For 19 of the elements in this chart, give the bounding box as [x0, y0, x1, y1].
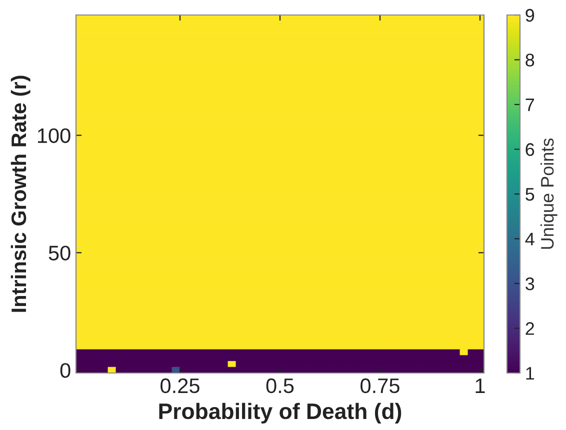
color-bar-title: Unique Points [540, 138, 558, 249]
color-bar-label: 1 [526, 367, 534, 380]
x-tick-label: 0.5 [266, 378, 294, 394]
color-bar-label: 3 [526, 277, 534, 290]
x-tick-label: 0.25 [160, 378, 200, 394]
x-tick-label: 0.75 [360, 378, 400, 394]
x-axis-title: Probability of Death (d) [159, 402, 402, 424]
color-bar-label: 7 [526, 98, 534, 112]
color-bar-label: 8 [526, 54, 534, 66]
color-bar-label: 5 [526, 188, 534, 201]
x-tick-label: 1 [476, 378, 485, 393]
y-tick-label: 0 [60, 363, 70, 378]
y-tick-label: 50 [48, 246, 70, 260]
color-bar-label: 4 [525, 232, 534, 246]
y-tick-label: 100 [38, 128, 70, 144]
color-bar-label: 9 [526, 8, 534, 22]
color-bar-label: 2 [526, 322, 534, 335]
y-axis-title: Intrinsic Growth Rate (r) [10, 76, 30, 312]
color-bar-label: 6 [526, 143, 534, 156]
